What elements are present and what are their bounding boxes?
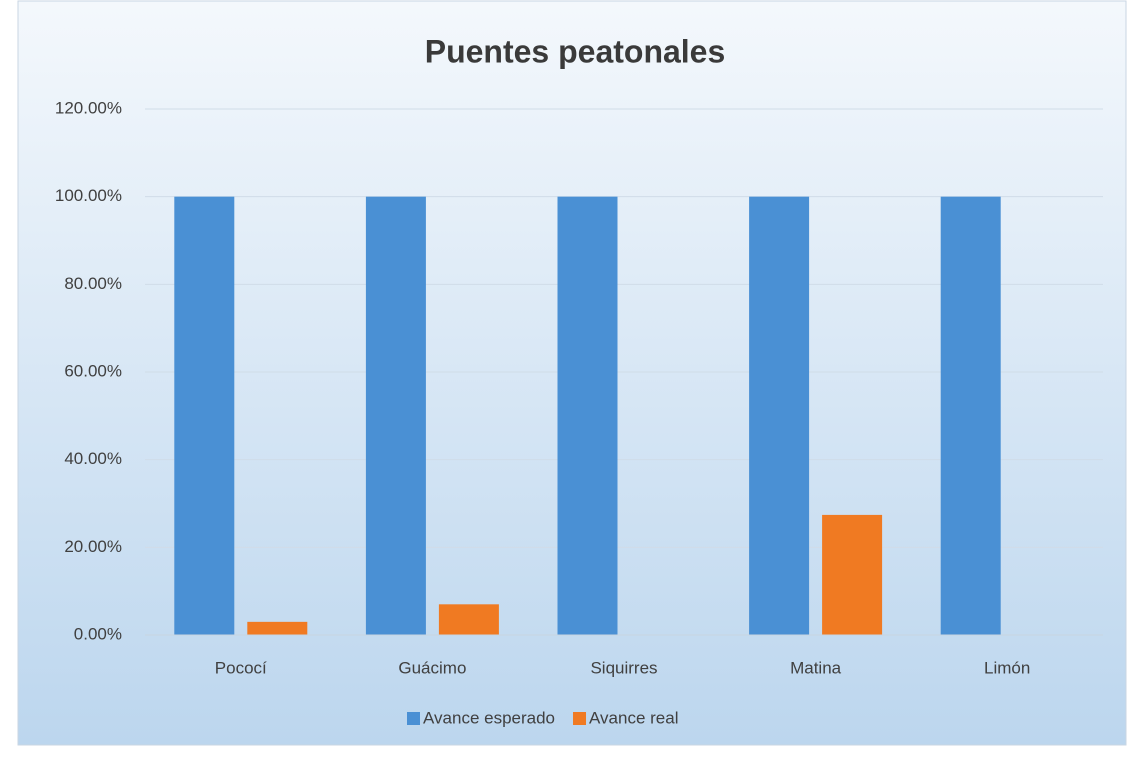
bar [174,196,235,635]
x-tick-label: Guácimo [398,658,466,677]
x-tick-label: Pococí [215,658,267,677]
bar [365,196,426,635]
y-tick-label: 120.00% [55,98,122,117]
bar [822,514,883,635]
y-tick-label: 40.00% [64,449,122,468]
y-tick-label: 100.00% [55,186,122,205]
y-tick-label: 60.00% [64,361,122,380]
legend-label: Avance esperado [423,708,555,727]
bar [438,604,499,635]
bar [940,196,1001,635]
legend-label: Avance real [589,708,678,727]
bar [247,621,308,635]
x-tick-label: Matina [790,658,842,677]
legend-swatch [573,712,587,725]
chart-title: Puentes peatonales [425,33,726,69]
y-tick-label: 0.00% [74,624,122,643]
x-tick-label: Siquirres [590,658,657,677]
y-tick-label: 20.00% [64,537,122,556]
y-tick-label: 80.00% [64,274,122,293]
x-tick-label: Limón [984,658,1030,677]
legend-swatch [407,712,420,725]
bar [557,196,618,635]
bar [749,196,810,635]
